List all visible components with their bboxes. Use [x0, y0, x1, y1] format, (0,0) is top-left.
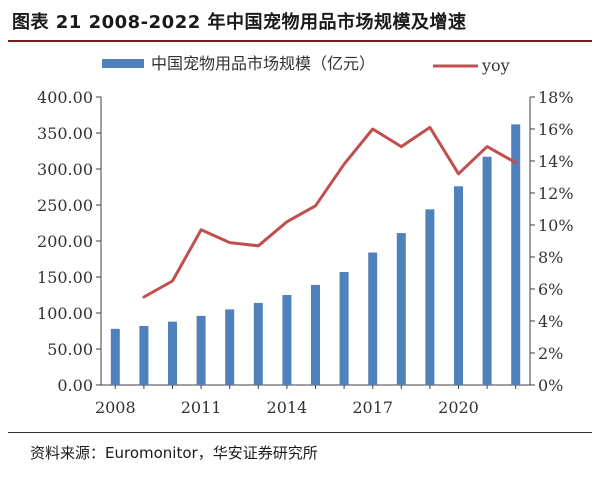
bar [339, 271, 349, 385]
right-tick-label: 0% [538, 376, 563, 395]
legend-line-label: yoy [481, 56, 510, 75]
right-tick-label: 2% [538, 344, 563, 363]
bar [253, 302, 263, 385]
figure-title: 图表 21 2008-2022 年中国宠物用品市场规模及增速 [12, 12, 467, 33]
bar [454, 186, 463, 385]
x-tick-label: 2008 [95, 398, 136, 417]
legend-bar-label: 中国宠物用品市场规模（亿元） [151, 54, 375, 73]
left-tick-label: 0.00 [57, 376, 93, 395]
legend-bar-swatch [102, 59, 144, 68]
left-tick-label: 300.00 [37, 160, 93, 179]
bar-series [110, 124, 521, 386]
bar [396, 233, 406, 385]
right-tick-label: 8% [538, 248, 563, 267]
bar [225, 309, 235, 385]
yoy-line [142, 125, 518, 299]
bar [482, 156, 492, 385]
bar [139, 325, 149, 385]
source-rule [8, 432, 592, 433]
source-note: 资料来源：Euromonitor，华安证券研究所 [30, 444, 318, 462]
right-tick-label: 10% [538, 216, 574, 235]
x-tick-label: 2011 [181, 398, 222, 417]
chart: 中国宠物用品市场规模（亿元） yoy 0.00 50.00 100.00 150.00… [37, 54, 574, 417]
x-tick-label: 2017 [352, 398, 393, 417]
left-tick-label: 350.00 [37, 124, 93, 143]
right-tick-label: 4% [538, 312, 563, 331]
left-tick-label: 150.00 [37, 268, 93, 287]
x-tick-label: 2020 [438, 398, 479, 417]
right-tick-label: 12% [538, 184, 574, 203]
legend: 中国宠物用品市场规模（亿元） yoy [102, 54, 510, 75]
bar [368, 252, 378, 385]
left-tick-label: 250.00 [37, 196, 93, 215]
title-rule [8, 40, 592, 42]
bar [168, 321, 177, 385]
right-tick-label: 16% [538, 120, 574, 139]
bar [282, 295, 292, 385]
right-tick-label: 18% [538, 88, 574, 107]
x-tick-label: 2014 [267, 398, 308, 417]
right-tick-label: 6% [538, 280, 563, 299]
bar [196, 315, 206, 385]
bar [511, 124, 521, 386]
right-tick-label: 14% [538, 152, 574, 171]
yoy-series [142, 125, 518, 299]
bar [425, 209, 435, 385]
bar [110, 328, 120, 385]
left-tick-label: 100.00 [37, 304, 93, 323]
left-tick-label: 400.00 [37, 88, 93, 107]
bar [311, 284, 320, 385]
left-tick-label: 200.00 [37, 232, 93, 251]
left-tick-label: 50.00 [47, 340, 93, 359]
